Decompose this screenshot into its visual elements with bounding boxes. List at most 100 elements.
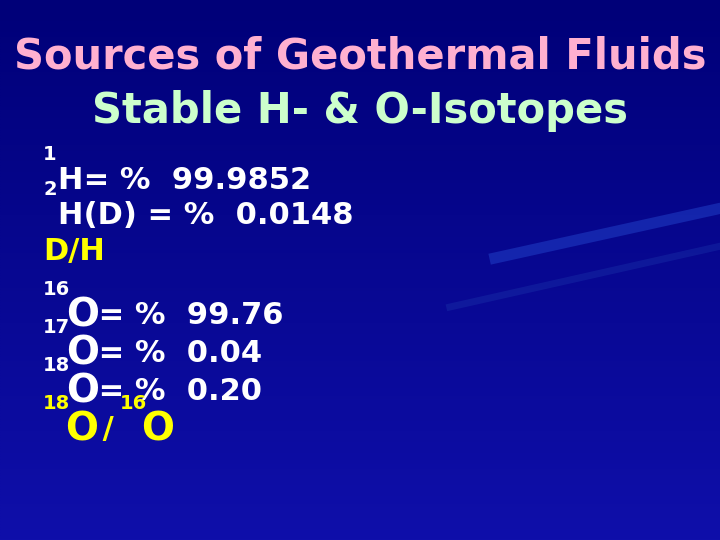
Bar bbox=[0, 243, 720, 246]
Bar bbox=[0, 343, 720, 346]
Bar bbox=[0, 483, 720, 486]
Bar bbox=[0, 518, 720, 521]
Bar bbox=[0, 478, 720, 481]
Bar bbox=[0, 127, 720, 130]
Bar bbox=[0, 213, 720, 216]
Bar bbox=[0, 273, 720, 275]
Bar bbox=[0, 140, 720, 143]
Bar bbox=[0, 313, 720, 316]
Bar bbox=[0, 462, 720, 464]
Bar bbox=[0, 22, 720, 24]
Bar bbox=[0, 408, 720, 410]
Bar bbox=[0, 321, 720, 324]
Bar bbox=[0, 319, 720, 321]
Bar bbox=[0, 76, 720, 78]
Bar bbox=[0, 8, 720, 11]
Bar bbox=[0, 116, 720, 119]
Bar bbox=[0, 186, 720, 189]
Bar bbox=[0, 38, 720, 40]
Bar bbox=[0, 397, 720, 400]
Bar bbox=[0, 470, 720, 472]
Bar bbox=[0, 278, 720, 281]
Bar bbox=[0, 529, 720, 532]
Bar bbox=[0, 148, 720, 151]
Bar bbox=[0, 248, 720, 251]
Bar bbox=[0, 510, 720, 513]
Bar bbox=[0, 459, 720, 462]
Bar bbox=[0, 270, 720, 273]
Bar bbox=[0, 359, 720, 362]
Text: 16: 16 bbox=[43, 280, 71, 299]
Bar bbox=[0, 373, 720, 375]
Bar bbox=[0, 51, 720, 54]
Text: 18: 18 bbox=[43, 394, 71, 413]
Bar bbox=[0, 370, 720, 373]
Bar bbox=[0, 122, 720, 124]
Bar bbox=[0, 19, 720, 22]
Bar bbox=[0, 289, 720, 292]
Bar bbox=[0, 310, 720, 313]
Bar bbox=[0, 194, 720, 197]
Bar bbox=[0, 494, 720, 497]
Bar bbox=[0, 30, 720, 32]
Bar bbox=[0, 221, 720, 224]
Text: Sources of Geothermal Fluids: Sources of Geothermal Fluids bbox=[14, 36, 706, 78]
Bar bbox=[0, 84, 720, 86]
Bar bbox=[0, 62, 720, 65]
Bar bbox=[0, 432, 720, 435]
Bar bbox=[0, 286, 720, 289]
Bar bbox=[0, 246, 720, 248]
Bar bbox=[0, 521, 720, 524]
Bar bbox=[0, 94, 720, 97]
Bar bbox=[0, 513, 720, 516]
Bar bbox=[0, 178, 720, 181]
Bar bbox=[0, 132, 720, 135]
Bar bbox=[0, 316, 720, 319]
Bar bbox=[0, 124, 720, 127]
Bar bbox=[0, 348, 720, 351]
Bar bbox=[0, 256, 720, 259]
Text: D/H: D/H bbox=[43, 237, 105, 266]
Text: H: H bbox=[58, 201, 83, 231]
Bar bbox=[0, 151, 720, 154]
Bar bbox=[0, 300, 720, 302]
Bar bbox=[0, 354, 720, 356]
Text: O: O bbox=[66, 373, 99, 410]
Bar bbox=[0, 68, 720, 70]
Bar bbox=[0, 86, 720, 89]
Bar bbox=[0, 192, 720, 194]
Bar bbox=[0, 451, 720, 454]
Bar bbox=[0, 167, 720, 170]
Bar bbox=[0, 386, 720, 389]
Text: 2: 2 bbox=[43, 180, 57, 199]
Bar bbox=[0, 49, 720, 51]
Bar bbox=[0, 200, 720, 202]
Bar bbox=[0, 103, 720, 105]
Bar bbox=[0, 108, 720, 111]
Bar bbox=[0, 454, 720, 456]
Bar bbox=[0, 437, 720, 440]
Bar bbox=[0, 448, 720, 451]
Bar bbox=[0, 421, 720, 424]
Bar bbox=[0, 14, 720, 16]
Bar bbox=[0, 284, 720, 286]
Bar bbox=[0, 435, 720, 437]
Bar bbox=[0, 378, 720, 381]
Bar bbox=[0, 292, 720, 294]
Bar bbox=[0, 208, 720, 211]
Bar bbox=[0, 335, 720, 338]
Bar bbox=[0, 240, 720, 243]
Bar bbox=[0, 472, 720, 475]
Bar bbox=[0, 57, 720, 59]
Bar bbox=[0, 305, 720, 308]
Bar bbox=[0, 130, 720, 132]
Bar bbox=[0, 346, 720, 348]
Bar bbox=[0, 3, 720, 5]
Text: 17: 17 bbox=[43, 318, 71, 337]
Bar bbox=[0, 81, 720, 84]
Bar bbox=[0, 170, 720, 173]
Bar bbox=[0, 497, 720, 500]
Bar bbox=[0, 537, 720, 540]
Bar bbox=[0, 427, 720, 429]
Bar bbox=[0, 267, 720, 270]
